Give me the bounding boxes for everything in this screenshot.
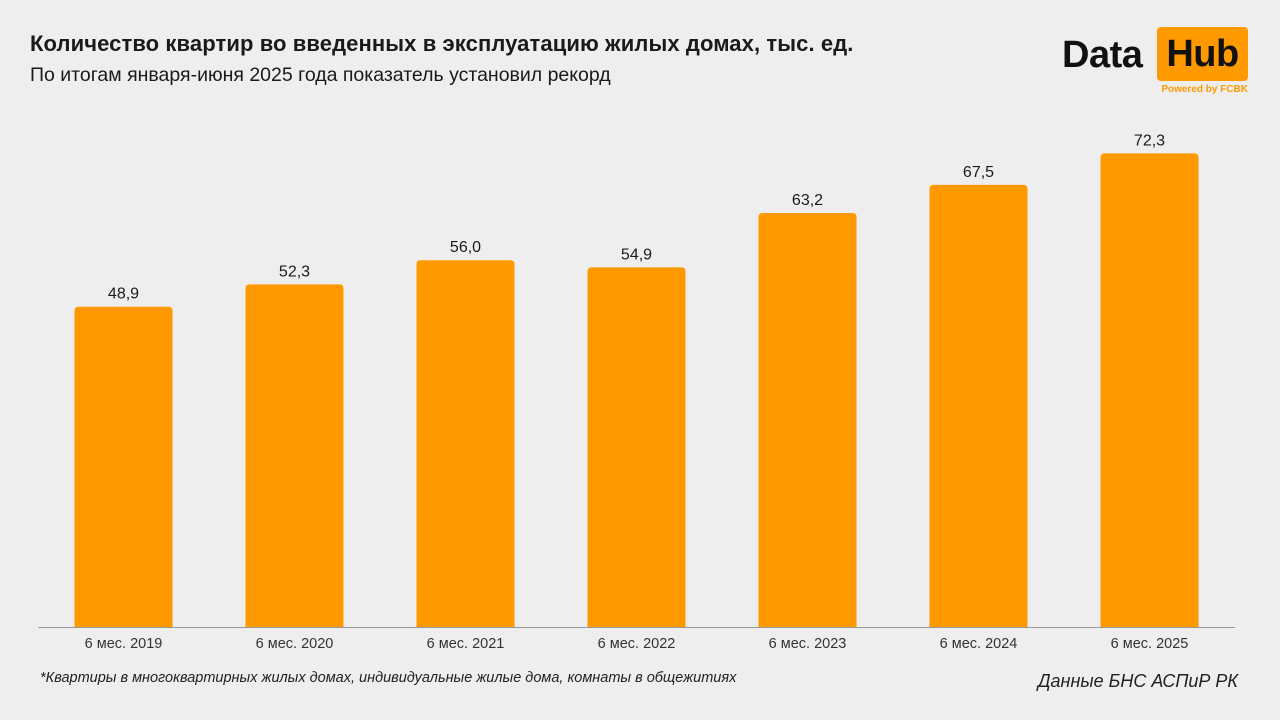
bar-value-label: 52,3 [279,263,310,280]
x-tick-label: 6 мес. 2025 [1111,636,1189,652]
bars-layer: 48,9 6 мес. 2019 52,3 6 мес. 2020 56,0 6 мес.… [74,132,1199,652]
bar-group: 52,3 6 мес. 2020 [245,263,344,652]
bar-group: 67,5 6 мес. 2024 [929,164,1028,652]
logo-word-data: Data [1062,34,1143,76]
bar [245,284,344,627]
chart-title: Количество квартир во введенных в эксплу… [30,31,854,56]
chart-subtitle: По итогам января-июня 2025 года показате… [30,64,611,86]
bar-value-label: 48,9 [108,286,139,303]
footnote: *Квартиры в многоквартирных жилых домах,… [40,670,737,686]
x-tick-label: 6 мес. 2022 [598,636,676,652]
logo-word-hub: Hub [1166,33,1239,75]
bar-group: 72,3 6 мес. 2025 [1100,132,1199,652]
bar-group: 48,9 6 мес. 2019 [74,286,173,652]
x-tick-label: 6 мес. 2021 [427,636,505,652]
bar [74,306,173,627]
bar-value-label: 72,3 [1134,132,1165,149]
source-note: Данные БНС АСПиР РК [1037,671,1238,691]
bar-value-label: 63,2 [792,192,823,209]
bar [929,184,1028,627]
x-tick-label: 6 мес. 2020 [256,636,334,652]
logo-tagline: Powered by FCBK [1161,84,1248,95]
x-tick-label: 6 мес. 2019 [85,636,163,652]
datahub-logo: Data Hub Powered by FCBK [1060,26,1250,98]
x-tick-label: 6 мес. 2023 [769,636,847,652]
logo-hub-box: Hub [1157,27,1248,81]
bar-value-label: 67,5 [963,164,994,181]
bar [587,267,686,627]
bar [416,260,515,627]
bar-value-label: 54,9 [621,246,652,263]
x-tick-label: 6 мес. 2024 [940,636,1018,652]
bar [758,213,857,628]
bar-value-label: 56,0 [450,239,481,256]
bar-group: 63,2 6 мес. 2023 [758,192,857,652]
bar-group: 56,0 6 мес. 2021 [416,239,515,652]
bar-group: 54,9 6 мес. 2022 [587,246,686,652]
bar [1100,153,1199,627]
